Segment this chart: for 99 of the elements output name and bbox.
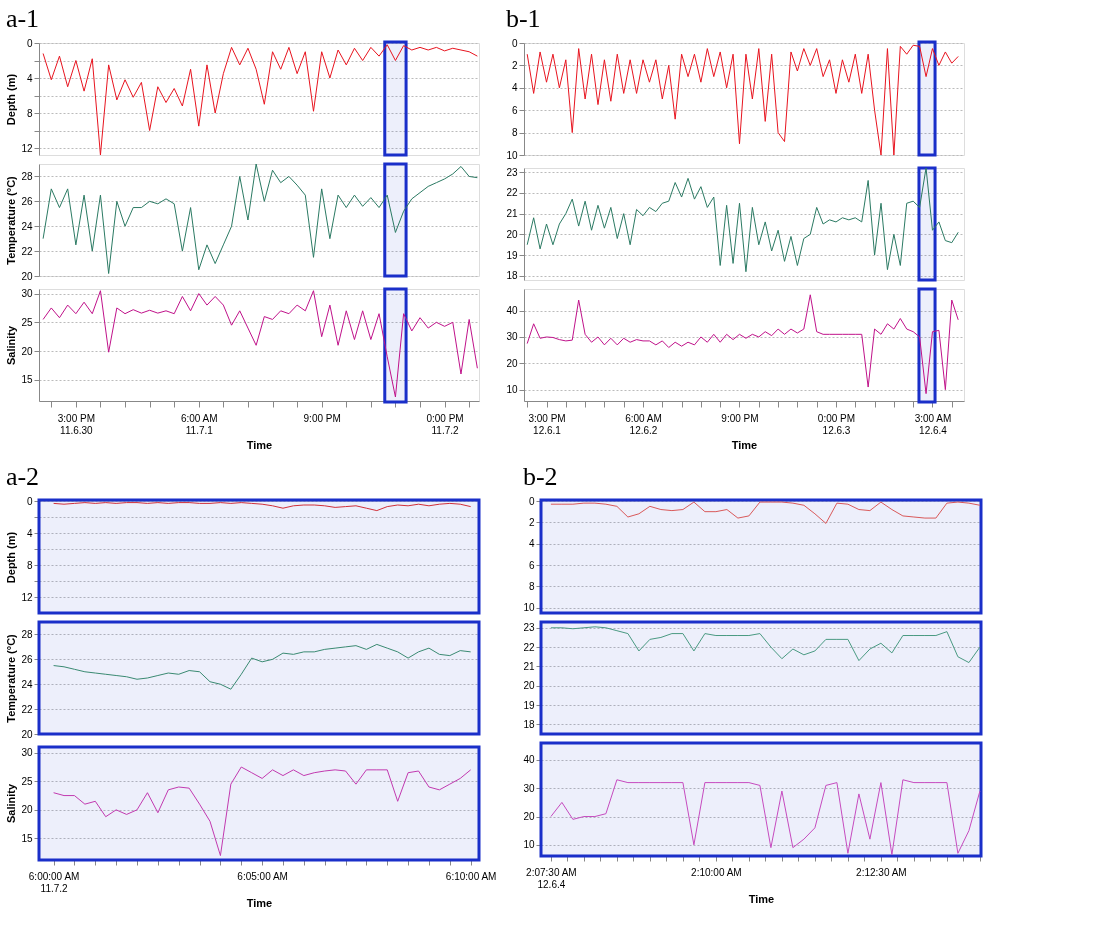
line-series — [53, 643, 472, 690]
line-series — [526, 294, 959, 395]
y-tick-label: 8 — [511, 127, 518, 139]
y-tick-label: 6 — [528, 559, 535, 571]
y-tick-label: 40 — [523, 754, 535, 766]
x-tick-label: 3:00 PM 11.6.30 — [57, 412, 95, 436]
y-tick-label: 19 — [523, 699, 535, 711]
line-series — [42, 290, 478, 398]
line-series — [550, 501, 981, 524]
y-tick-label: 20 — [21, 804, 33, 816]
line-series — [526, 44, 959, 156]
y-axis-title: Temperature (°C) — [5, 175, 18, 265]
line-series — [526, 167, 959, 273]
y-tick-label: 25 — [21, 316, 33, 328]
x-tick-label: 2:12:30 AM — [856, 866, 907, 878]
chart-title: b-2 — [522, 462, 558, 491]
y-tick-label: 21 — [506, 208, 518, 220]
y-tick-label: 30 — [523, 782, 535, 794]
y-tick-label: 8 — [26, 107, 33, 119]
x-axis-title: Time — [246, 896, 273, 909]
x-tick-label: 6:10:00 AM — [445, 870, 497, 882]
y-tick-label: 10 — [523, 602, 535, 614]
y-tick-label: 30 — [506, 331, 518, 343]
line-series — [53, 766, 472, 857]
x-tick-label: 0:00 PM 11.7.2 — [426, 412, 464, 436]
line-series — [550, 626, 981, 664]
x-tick-label: 9:00 PM — [721, 412, 759, 424]
y-tick-label: 12 — [21, 591, 33, 603]
y-tick-label: 4 — [26, 527, 33, 539]
y-tick-label: 8 — [528, 580, 535, 592]
y-tick-label: 26 — [21, 653, 33, 665]
y-tick-label: 24 — [21, 678, 33, 690]
y-tick-label: 10 — [506, 384, 518, 396]
y-tick-label: 4 — [26, 72, 33, 84]
y-tick-label: 20 — [523, 680, 535, 692]
x-tick-label: 3:00 AM 12.6.4 — [914, 412, 952, 436]
x-axis-title: Time — [748, 892, 775, 905]
x-tick-label: 3:00 PM 12.6.1 — [528, 412, 566, 436]
y-tick-label: 20 — [506, 357, 518, 369]
y-tick-label: 4 — [511, 82, 518, 94]
y-axis-title: Depth (m) — [5, 531, 18, 584]
chart-title: a-2 — [5, 462, 40, 491]
x-axis-title: Time — [246, 438, 273, 451]
x-tick-label: 9:00 PM — [303, 412, 341, 424]
y-tick-label: 24 — [21, 220, 33, 232]
y-tick-label: 22 — [523, 641, 535, 653]
y-tick-label: 22 — [506, 187, 518, 199]
y-tick-label: 8 — [26, 559, 33, 571]
y-tick-label: 0 — [26, 37, 33, 49]
y-tick-label: 12 — [21, 142, 33, 154]
y-tick-label: 26 — [21, 195, 33, 207]
y-tick-label: 20 — [523, 811, 535, 823]
y-tick-label: 21 — [523, 660, 535, 672]
line-series — [550, 779, 981, 856]
x-tick-label: 2:07:30 AM 12.6.4 — [526, 866, 577, 890]
line-series — [42, 163, 478, 275]
x-tick-label: 6:05:00 AM — [237, 870, 288, 882]
y-tick-label: 4 — [528, 538, 535, 550]
x-tick-label: 2:10:00 AM — [691, 866, 742, 878]
y-tick-label: 0 — [528, 495, 535, 507]
y-tick-label: 20 — [21, 270, 33, 282]
y-tick-label: 28 — [21, 170, 33, 182]
y-tick-label: 20 — [21, 345, 33, 357]
y-tick-label: 15 — [21, 374, 33, 386]
y-axis-title: Salinity — [5, 325, 18, 366]
chart-title: a-1 — [5, 4, 40, 33]
y-tick-label: 20 — [21, 728, 33, 740]
y-tick-label: 10 — [523, 839, 535, 851]
y-tick-label: 6 — [511, 104, 518, 116]
y-tick-label: 18 — [506, 270, 518, 282]
x-tick-label: 6:00 AM 11.7.1 — [180, 412, 218, 436]
y-tick-label: 23 — [506, 166, 518, 178]
y-tick-label: 15 — [21, 832, 33, 844]
y-tick-label: 0 — [511, 37, 518, 49]
y-tick-label: 22 — [21, 245, 33, 257]
y-tick-label: 30 — [21, 288, 33, 300]
y-tick-label: 20 — [506, 228, 518, 240]
y-axis-title: Depth (m) — [5, 73, 18, 126]
line-series — [53, 502, 472, 512]
y-axis-title: Temperature (°C) — [5, 633, 18, 723]
x-tick-label: 6:00 AM 12.6.2 — [625, 412, 662, 436]
x-tick-label: 0:00 PM 12.6.3 — [817, 412, 856, 436]
y-tick-label: 30 — [21, 747, 33, 759]
y-tick-label: 22 — [21, 703, 33, 715]
y-tick-label: 19 — [506, 249, 518, 261]
line-series — [42, 44, 478, 156]
y-tick-label: 10 — [506, 149, 518, 161]
y-tick-label: 2 — [528, 516, 535, 528]
y-tick-label: 18 — [523, 718, 535, 730]
y-tick-label: 23 — [523, 622, 535, 634]
x-axis-title: Time — [731, 438, 758, 451]
chart-title: b-1 — [505, 4, 541, 33]
y-tick-label: 28 — [21, 628, 33, 640]
y-tick-label: 0 — [26, 495, 33, 507]
y-axis-title: Salinity — [5, 783, 18, 824]
y-tick-label: 2 — [511, 59, 518, 71]
y-tick-label: 25 — [21, 775, 33, 787]
y-tick-label: 40 — [506, 305, 518, 317]
x-tick-label: 6:00:00 AM 11.7.2 — [28, 870, 80, 894]
